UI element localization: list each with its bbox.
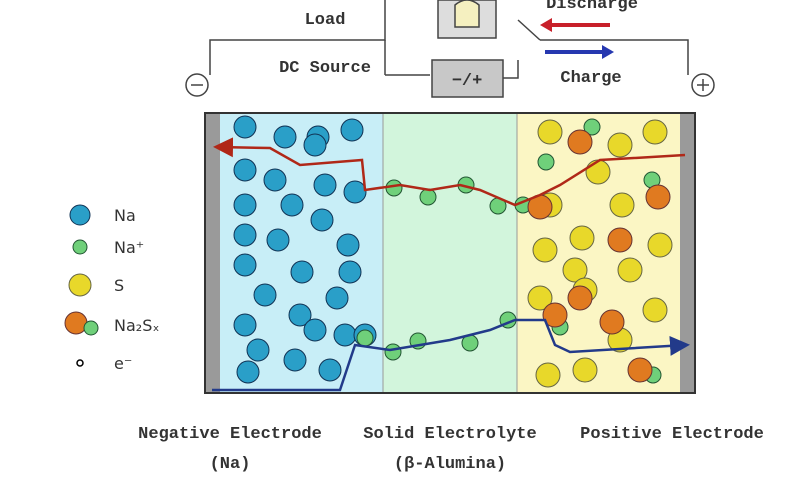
s-atom [537,119,563,145]
s-atom [562,257,588,283]
na-atom [283,348,307,372]
s-atom [585,159,611,185]
na-atom [318,358,342,382]
region-title: Negative Electrode [138,425,322,444]
legend-na-icon [69,204,91,226]
na-atom [333,323,357,347]
dc-source-label: DC Source [279,59,371,78]
load-label: Load [305,11,346,30]
na-atom [233,193,257,217]
na-atom [233,313,257,337]
na-atom [253,283,277,307]
legend-label: Na [114,206,136,225]
na-atom [303,318,327,342]
na-atom [233,115,257,139]
s-atom [535,362,561,388]
na-atom [280,193,304,217]
legend-label: Na⁺ [114,238,144,257]
na2sx-molecule [567,129,593,155]
na-atom [233,253,257,277]
electron-path-charge [212,318,690,392]
na-ion [356,329,374,347]
s-atom [617,257,643,283]
na-atom [336,233,360,257]
electron-path-discharge [213,137,686,207]
na2sx-molecule [542,302,568,328]
legend-electron-icon [76,359,84,367]
region-subtitle: (Na) [210,455,251,474]
na-ion [537,153,555,171]
legend-na-ion-icon [72,239,88,255]
legend: Na Na⁺ S Na₂Sₓ e⁻ [64,204,159,373]
na-atom [313,173,337,197]
legend-label: e⁻ [114,354,132,373]
s-atom [532,237,558,263]
na2sx-molecule [627,357,653,383]
na-ion [583,118,601,136]
source-symbol: −/+ [452,72,483,91]
s-atom [569,225,595,251]
na-atom [233,223,257,247]
na-ion [419,188,437,206]
na-atom [273,125,297,149]
na2sx-molecule [607,227,633,253]
circuit [185,0,715,98]
na-atom [263,168,287,192]
na2sx-molecule [599,309,625,335]
na-atom [325,286,349,310]
discharge-arrowhead [540,18,552,32]
s-atom [527,285,553,311]
legend-na2sx-icon [64,311,88,335]
na2sx-molecule [567,285,593,311]
na-ion [384,343,402,361]
na-atom [233,158,257,182]
na-atom [343,180,367,204]
s-atom [642,119,668,145]
discharge-label: Discharge [546,0,638,14]
s-atom [572,357,598,383]
na2sx-molecule [645,184,671,210]
na-atom [340,118,364,142]
s-atom [607,132,633,158]
na-atom [338,260,362,284]
na-atom [290,260,314,284]
s-atom [609,192,635,218]
charge-label: Charge [560,69,621,88]
na-atom [236,360,260,384]
na-ion [385,179,403,197]
legend-label: S [114,276,124,295]
region-title: Positive Electrode [580,425,764,444]
legend-na2sx-icon [83,320,99,336]
na-atom [303,133,327,157]
region-subtitle: (β-Alumina) [394,455,506,474]
s-atom [642,297,668,323]
legend-label: Na₂Sₓ [114,316,159,335]
na-atom [288,303,312,327]
na-atom [310,208,334,232]
s-atom [647,232,673,258]
na-atom [246,338,270,362]
charge-arrowhead [602,45,614,59]
legend-s-icon [68,273,92,297]
na-atom [266,228,290,252]
region-title: Solid Electrolyte [363,425,536,444]
